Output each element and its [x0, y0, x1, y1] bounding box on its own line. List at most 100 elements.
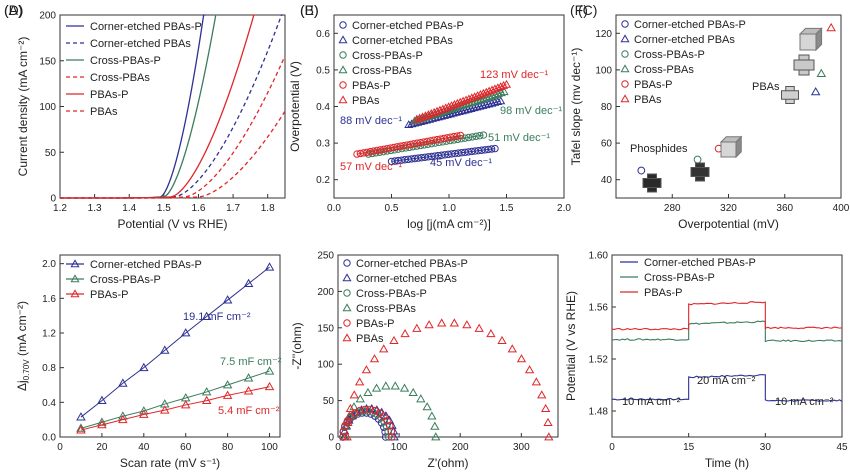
pbas-p-cube-icon — [721, 137, 741, 157]
panel-b: 0.0 0.5 1.0 1.5 2.0 0.2 0.3 0.4 0.5 0.6 log [j(mA … — [288, 2, 571, 231]
y-tick-label: 1.6 — [42, 294, 56, 305]
data-point — [463, 321, 471, 328]
legend-entry: Cross-PBAs-P — [634, 49, 705, 61]
data-point — [425, 321, 433, 328]
data-point — [827, 24, 835, 31]
legend-entry: Corner-etched PBAs-P — [634, 19, 746, 31]
y-tick-label: 100 — [39, 102, 56, 113]
cross-pbas-icon — [794, 55, 814, 75]
x-tick-label: 320 — [720, 203, 737, 214]
y-axis-title-unit: (mA cm⁻²) — [15, 301, 29, 359]
legend-entry: PBAs — [634, 94, 662, 106]
y-tick-label: 100 — [317, 360, 334, 371]
legend-entry: PBAs — [90, 106, 118, 118]
y-tick-label: 200 — [39, 11, 56, 22]
x-axis-title: Scan rate (mV s⁻¹) — [120, 456, 220, 470]
cross-horizontal — [794, 60, 814, 70]
x-tick-label: 30 — [760, 442, 772, 453]
panel-label: (E) — [300, 2, 319, 18]
legend-entry: Cross-PBAs-P — [356, 288, 427, 300]
y-axis-title: Overpotential (V) — [288, 61, 302, 152]
x-axis-title: Time (h) — [705, 456, 749, 470]
data-point — [391, 382, 399, 389]
legend-entry: Corner-etched PBAs — [90, 38, 191, 50]
data-point — [533, 378, 541, 385]
y-tick-label: 250 — [317, 251, 334, 262]
tafel-slope-label: 88 mV dec⁻¹ — [340, 115, 402, 127]
legend-marker — [339, 96, 346, 102]
y-tick-label: 0.5 — [316, 65, 330, 76]
y-tick-label: 150 — [39, 56, 56, 67]
x-tick-label: 1.8 — [261, 203, 275, 214]
legend-marker — [344, 290, 350, 296]
legend-marker — [340, 82, 346, 88]
y-tick-label: 0 — [328, 433, 334, 444]
y-axis-title: Current density (mA cm⁻²) — [16, 37, 30, 177]
series-line — [81, 371, 270, 428]
cross-horizontal — [643, 179, 661, 188]
x-tick-label: 2.0 — [557, 203, 571, 214]
legend-marker — [343, 334, 350, 340]
corner-etched-pbas-p-icon — [643, 174, 661, 192]
annotation: PBAs — [752, 81, 780, 93]
cross-horizontal — [691, 168, 709, 177]
y-tick-label: 0.3 — [316, 139, 330, 150]
data-point — [409, 389, 417, 396]
cube-front — [721, 142, 736, 157]
y-tick-label: 200 — [317, 287, 334, 298]
corner-etched-pbas-icon — [782, 87, 799, 104]
legend-entry: Corner-etched PBAs-P — [356, 258, 468, 270]
x-tick-label: 0.0 — [327, 203, 341, 214]
data-point — [417, 395, 425, 402]
x-tick-label: 280 — [664, 203, 681, 214]
series-line — [612, 302, 842, 330]
data-point — [526, 366, 534, 373]
panel-label: (D) — [4, 2, 23, 18]
y-tick-label: 1.48 — [589, 407, 609, 418]
legend-entry: Cross-PBAs-P — [352, 50, 423, 62]
y-tick-label: 150 — [317, 323, 334, 334]
y-tick-label: 120 — [595, 29, 612, 40]
legend-entry: PBAs-P — [90, 289, 129, 301]
data-point — [475, 325, 483, 332]
x-tick-label: 360 — [776, 203, 793, 214]
x-tick-label: 100 — [261, 442, 278, 453]
data-point — [538, 391, 546, 398]
x-tick-label: 200 — [452, 442, 469, 453]
legend-entry: PBAs-P — [356, 318, 395, 330]
x-axis-title: log [j(mA cm⁻²)] — [407, 217, 491, 231]
x-tick-label: 80 — [222, 442, 234, 453]
y-tick-label: 60 — [601, 139, 613, 150]
legend-entry: PBAs — [356, 333, 384, 345]
x-tick-label: 1.5 — [157, 203, 171, 214]
legend-entry: Corner-etched PBAs-P — [644, 257, 756, 269]
panel-label: (F) — [570, 2, 588, 18]
data-point — [356, 378, 364, 385]
legend-marker — [339, 66, 346, 72]
data-point — [428, 412, 436, 419]
data-point — [508, 345, 516, 352]
y-tick-label: 100 — [595, 65, 612, 76]
y-tick-label: 1.2 — [42, 329, 56, 340]
legend-entry: PBAs-P — [352, 80, 391, 92]
annotation: 10 mA cm⁻² — [622, 396, 681, 408]
y-tick-label: 0.6 — [316, 29, 330, 40]
legend-entry: Corner-etched PBAs — [634, 34, 735, 46]
x-tick-label: 1.0 — [442, 203, 456, 214]
legend-entry: PBAs-P — [90, 89, 129, 101]
data-point — [638, 167, 645, 174]
data-point — [812, 88, 820, 95]
y-axis-title: -Z''(ohm) — [290, 322, 304, 369]
legend-entry: PBAs-P — [644, 287, 683, 299]
x-axis-title: Potential (V vs RHE) — [117, 217, 227, 231]
y-axis-title-sub: 0.70V — [22, 359, 31, 381]
x-tick-label: 0 — [57, 442, 63, 453]
x-tick-label: 1.4 — [122, 203, 136, 214]
legend-marker — [340, 52, 346, 58]
data-point — [371, 355, 379, 362]
legend-marker — [343, 304, 350, 310]
x-tick-label: 1.7 — [226, 203, 240, 214]
y-tick-label: 1.60 — [589, 251, 609, 262]
y-tick-label: 0.0 — [42, 433, 56, 444]
x-tick-label: 1.6 — [192, 203, 206, 214]
